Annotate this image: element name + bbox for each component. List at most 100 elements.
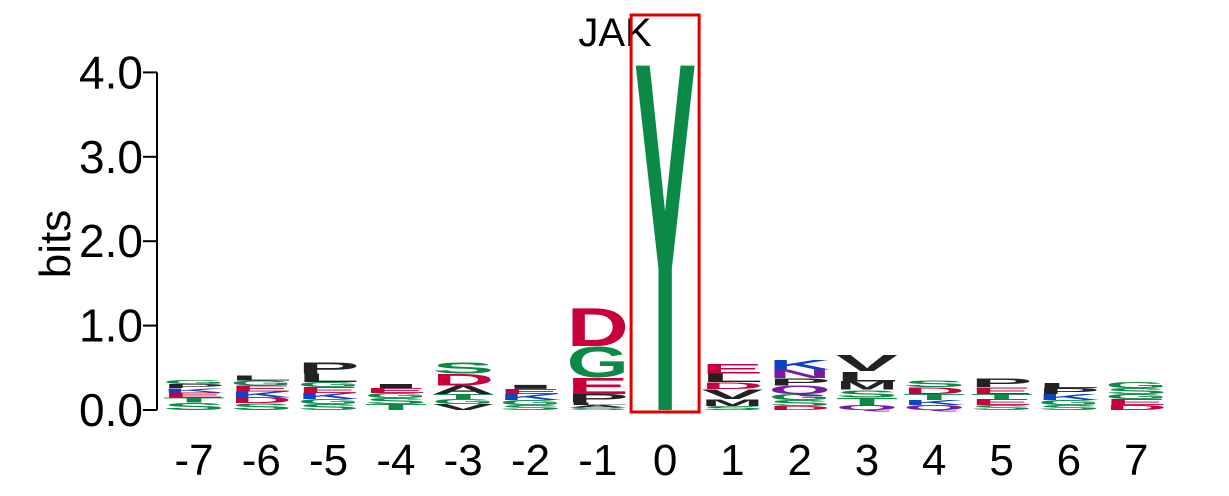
x-tick-label: -4 <box>376 436 415 485</box>
logo-letter-K: K <box>230 390 292 399</box>
logo-letter-A: A <box>567 404 629 408</box>
logo-letter-E: E <box>365 387 427 395</box>
logo-letter-V: V <box>702 386 764 402</box>
y-tick-label: 3.0 <box>79 131 143 183</box>
logo-letter-P: P <box>567 392 629 405</box>
logo-letter-S: S <box>230 401 292 412</box>
logo-letter-P: P <box>163 383 225 390</box>
logo-letter-S: S <box>1038 404 1100 412</box>
logo-letter-G: G <box>769 393 831 402</box>
logo-letter-K: K <box>298 392 360 401</box>
logo-letter-T: T <box>163 396 225 404</box>
chart-title: JAK <box>578 11 652 55</box>
logo-letter-I: I <box>500 384 562 391</box>
logo-letter-E: E <box>298 386 360 395</box>
logo-letter-S: S <box>499 404 561 412</box>
logo-letter-N: N <box>769 367 831 380</box>
y-tick-label: 4.0 <box>79 46 143 98</box>
logo-letter-K: K <box>500 392 562 401</box>
logo-letter-E: E <box>499 388 561 396</box>
x-tick-label: 0 <box>653 436 677 485</box>
logo-letter-L: L <box>701 372 763 385</box>
x-tick-label: 7 <box>1124 436 1148 485</box>
logo-letter-D: D <box>567 297 629 358</box>
x-tick-label: -1 <box>578 436 617 485</box>
logo-letter-E: E <box>971 385 1033 396</box>
logo-letter-T: T <box>432 393 494 401</box>
logo-letter-S: S <box>298 403 360 412</box>
logo-letter-T: T <box>836 396 898 408</box>
logo-letter-G: G <box>365 392 427 400</box>
x-tick-label: -7 <box>174 436 213 485</box>
logo-letter-E: E <box>971 397 1033 406</box>
logo-letter-G: G <box>500 399 562 407</box>
logo-letter-D: D <box>230 396 292 405</box>
logo-letter-G: G <box>1105 393 1167 401</box>
logo-letters: STEKPGSDKEGLSGKEGLPTSGEIVGTADSSGKEISALPE… <box>163 0 1167 496</box>
logo-letter-D: D <box>769 405 831 412</box>
logo-letter-P: P <box>769 376 831 388</box>
logo-letter-G: G <box>1038 399 1100 407</box>
logo-letter-D: D <box>701 380 763 390</box>
logo-letter-G: G <box>298 381 360 389</box>
logo-letter-K: K <box>769 357 831 373</box>
logo-letter-T: T <box>971 393 1033 401</box>
x-tick-label: 1 <box>720 436 744 485</box>
logo-letter-S: S <box>701 405 763 412</box>
logo-letter-S: S <box>769 398 831 407</box>
logo-letter-D: D <box>903 386 965 396</box>
x-tick-label: -5 <box>309 436 348 485</box>
x-tick-label: -2 <box>511 436 550 485</box>
logo-letter-L: L <box>836 369 898 385</box>
logo-letter-V: V <box>432 403 494 412</box>
logo-letter-S: S <box>971 404 1033 412</box>
y-tick-label: 1.0 <box>79 300 143 352</box>
logo-letter-E: E <box>163 391 225 399</box>
logo-letter-Y: Y <box>634 0 696 496</box>
logo-letter-E: E <box>567 373 629 399</box>
logo-letter-L: L <box>1038 382 1100 390</box>
logo-letter-S: S <box>1105 387 1167 396</box>
x-axis: -7 -6 -5 -4 -3 -2 -1 0 1 2 3 4 5 6 7 <box>174 436 1148 485</box>
highlight-box <box>629 13 701 414</box>
logo-letter-L: L <box>230 374 292 382</box>
logo-letter-D: D <box>1105 404 1167 412</box>
logo-letter-V: V <box>836 350 898 376</box>
logo-letter-G: G <box>432 398 494 406</box>
x-tick-label: 6 <box>1057 436 1081 485</box>
logo-letter-Q: Q <box>903 404 965 412</box>
logo-letter-S: S <box>903 379 965 390</box>
logo-letter-Q: Q <box>836 404 898 412</box>
logo-letter-I: I <box>365 383 427 390</box>
logo-letter-M: M <box>701 397 763 407</box>
logo-letter-K: K <box>163 387 225 394</box>
logo-letter-G: G <box>163 379 225 386</box>
y-tick-label: 0.0 <box>79 384 143 436</box>
logo-letter-T: T <box>365 403 427 412</box>
logo-letter-S: S <box>432 360 494 377</box>
x-tick-label: 5 <box>989 436 1013 485</box>
x-tick-label: 2 <box>787 436 811 485</box>
logo-letter-T: T <box>903 393 965 402</box>
logo-letter-G: G <box>567 338 629 387</box>
logo-letter-A: A <box>432 383 494 396</box>
logo-letter-S: S <box>365 397 427 406</box>
x-tick-label: -6 <box>242 436 281 485</box>
logo-letter-G: G <box>298 398 360 406</box>
y-tick-label: 2.0 <box>79 215 143 267</box>
logo-letter-G: G <box>230 379 292 387</box>
logo-letter-K: K <box>903 399 965 407</box>
logo-letter-Q: Q <box>769 383 831 396</box>
logo-letter-S: S <box>836 388 898 400</box>
logo-letter-L: L <box>567 402 629 406</box>
logo-letter-S: S <box>163 401 225 413</box>
x-tick-label: 4 <box>922 436 946 485</box>
logo-letter-G: G <box>1105 381 1167 390</box>
logo-letter-L: L <box>298 372 360 385</box>
logo-letter-D: D <box>432 371 494 389</box>
logo-letter-P: P <box>1038 387 1100 396</box>
logo-letter-S: S <box>567 407 629 411</box>
y-axis-label: bits <box>31 210 80 278</box>
y-axis: 0.0 1.0 2.0 3.0 4.0 <box>79 46 158 436</box>
